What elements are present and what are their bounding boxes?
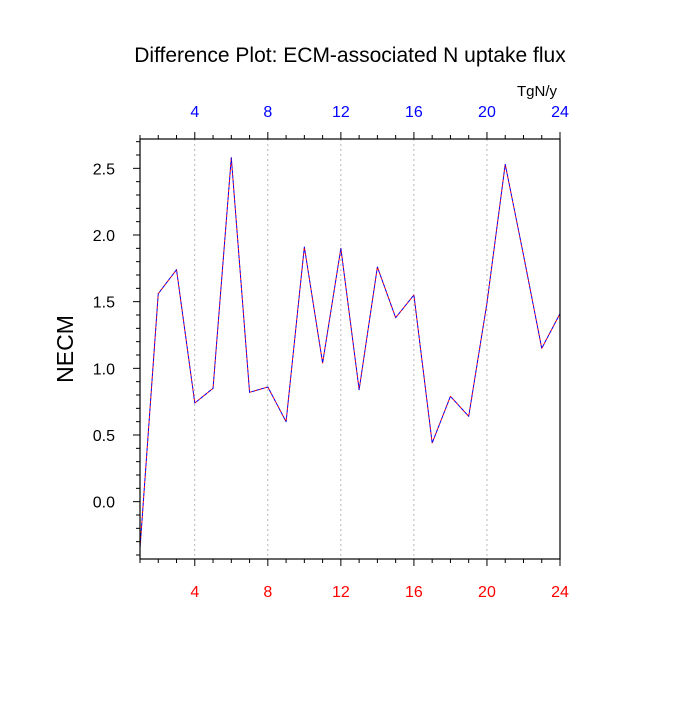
x-tick-label-top: 16	[405, 104, 423, 121]
y-tick-label: 2.5	[93, 161, 115, 178]
x-tick-label-bottom: 24	[551, 584, 569, 601]
x-tick-label-top: 24	[551, 104, 569, 121]
x-tick-label-top: 12	[332, 104, 350, 121]
chart-title: Difference Plot: ECM-associated N uptake…	[134, 44, 566, 67]
y-tick-label: 1.0	[93, 361, 115, 378]
series-line-series-b	[139, 157, 561, 549]
grid-layer	[194, 139, 488, 559]
x-tick-label-top: 8	[263, 104, 272, 121]
y-tick-label: 0.0	[93, 495, 115, 512]
units-label: TgN/y	[517, 83, 558, 100]
y-tick-label: 1.5	[93, 295, 115, 312]
axes-layer	[133, 132, 561, 566]
x-tick-label-bottom: 8	[263, 584, 272, 601]
y-tick-label: 2.0	[93, 228, 115, 245]
x-tick-label-bottom: 16	[405, 584, 423, 601]
tick-label-layer: 4 8 12 16 20 24 4 8 12 16 20 24 0.0 0.5 1.0 1.5 2.0 2.5	[93, 104, 569, 601]
x-tick-label-bottom: 20	[478, 584, 496, 601]
x-tick-label-top: 4	[190, 104, 199, 121]
x-tick-label-top: 20	[478, 104, 496, 121]
x-tick-label-bottom: 4	[190, 584, 199, 601]
x-tick-label-bottom: 12	[332, 584, 350, 601]
series-line-series-a	[139, 157, 561, 549]
plot-frame	[139, 138, 561, 560]
y-tick-label: 0.5	[93, 428, 115, 445]
y-axis-label: NECM	[52, 315, 78, 383]
series-layer	[139, 157, 561, 549]
